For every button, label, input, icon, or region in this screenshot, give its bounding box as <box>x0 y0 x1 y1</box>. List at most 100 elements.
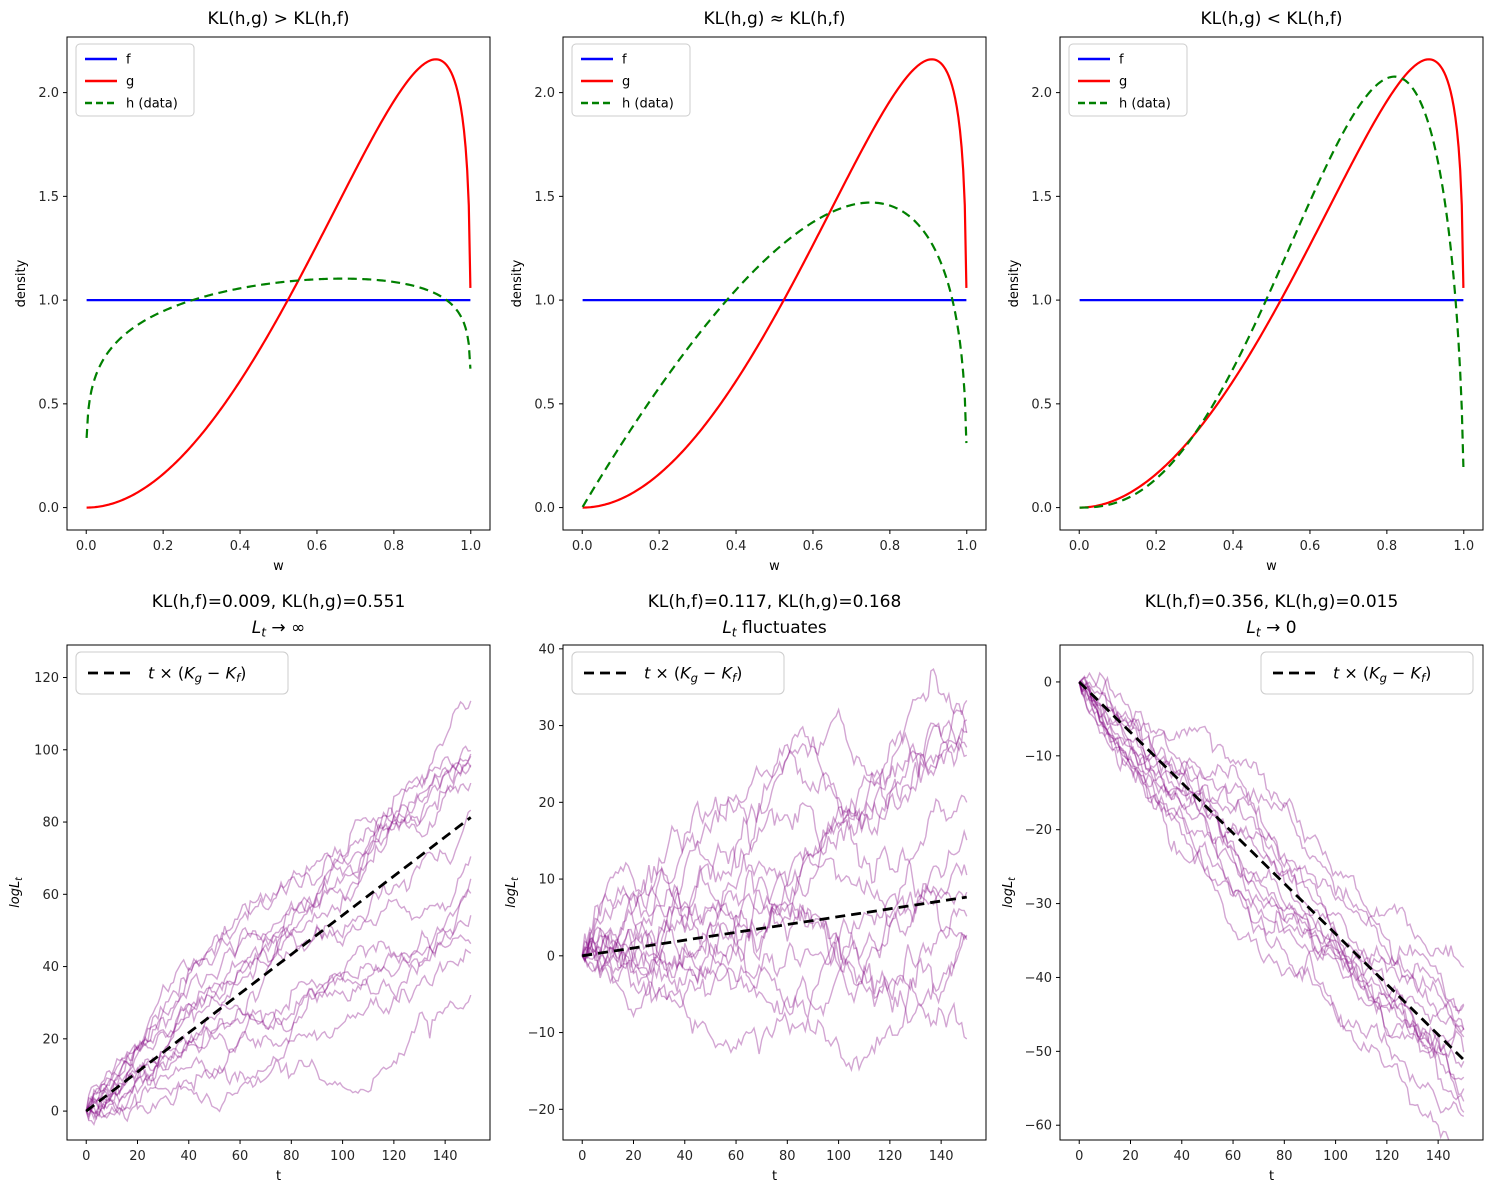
trajectory-line <box>85 948 472 1122</box>
trajectory-line <box>85 888 472 1112</box>
y-tick-label: 2.0 <box>38 86 59 101</box>
trajectory-line <box>85 934 472 1112</box>
legend: fg h (data) <box>571 43 691 117</box>
trajectory-line <box>1078 681 1465 1118</box>
plot-r0c0: 0.0 0.2 0.4 0.6 0.8 1.0 0.0 0.5 1.0 1.5 2.0 KL(h,g)… <box>14 9 491 574</box>
x-tick-label: 100 <box>826 1149 851 1164</box>
plot-title: KL(h,g) ≈ KL(h,f) <box>704 9 846 29</box>
y-tick-label: 0 <box>51 1105 59 1120</box>
x-axis-label: t <box>1269 1169 1274 1184</box>
plot-r0c2: 0.0 0.2 0.4 0.6 0.8 1.0 0.0 0.5 1.0 1.5 2.0 KL(h,g)… <box>1007 9 1484 574</box>
plot-r0c1: 0.0 0.2 0.4 0.6 0.8 1.0 0.0 0.5 1.0 1.5 2.0 KL(h,g)… <box>510 9 987 574</box>
x-tick-label: 80 <box>779 1149 796 1164</box>
trajectory-line <box>1078 681 1465 1015</box>
x-tick-label: 1.0 <box>460 539 481 554</box>
y-tick-label: 1.0 <box>1031 294 1052 309</box>
trajectory-line <box>1078 671 1465 1031</box>
trajectory-line <box>85 994 472 1123</box>
series-g-line <box>1079 58 1465 509</box>
y-tick-label: 1.5 <box>1031 190 1052 205</box>
legend-label: g <box>1119 75 1127 90</box>
axes-frame <box>562 644 987 1141</box>
y-tick-label: 0 <box>1044 675 1052 690</box>
x-tick-label: 20 <box>625 1149 642 1164</box>
x-tick-label: 0.0 <box>572 539 593 554</box>
trajectory-line <box>1078 671 1465 968</box>
y-tick-label: 40 <box>538 642 555 657</box>
series-g-line <box>582 58 968 509</box>
x-tick-label: 140 <box>433 1149 458 1164</box>
x-tick-label: 100 <box>1323 1149 1348 1164</box>
trajectory-line <box>581 861 968 1007</box>
plot-title-kl-values: KL(h,f)=0.356, KL(h,g)=0.015 <box>1145 592 1399 612</box>
y-axis-label: density <box>510 259 525 307</box>
trajectory-line <box>85 915 472 1116</box>
plot-title: KL(h,g) > KL(h,f) <box>208 9 350 29</box>
y-tick-label: 20 <box>538 796 555 811</box>
legend-label: h (data) <box>126 97 178 112</box>
series-hdata-line <box>1079 75 1465 509</box>
plot-title-kl-values: KL(h,f)=0.009, KL(h,g)=0.551 <box>152 592 406 612</box>
y-tick-label: 0.0 <box>534 501 555 516</box>
trajectory-line <box>1079 680 1465 1113</box>
legend-label: f <box>622 53 627 68</box>
legend: fg h (data) <box>1068 43 1188 117</box>
x-tick-label: 0.4 <box>1223 539 1244 554</box>
x-tick-label: 0.8 <box>1377 539 1398 554</box>
legend-label: h (data) <box>1119 97 1171 112</box>
x-tick-label: 40 <box>676 1149 693 1164</box>
y-axis-label: density <box>1007 259 1022 307</box>
x-axis-label: w <box>1266 559 1277 574</box>
legend: t × (Kg − Kf) <box>1260 651 1474 695</box>
x-tick-label: 100 <box>330 1149 355 1164</box>
plot-title: KL(h,g) < KL(h,f) <box>1201 9 1343 29</box>
axes-frame <box>1059 644 1484 1141</box>
x-tick-label: 40 <box>180 1149 197 1164</box>
x-tick-label: 0.2 <box>153 539 174 554</box>
y-tick-label: 40 <box>42 960 59 975</box>
trajectory-line <box>581 828 968 977</box>
trajectory-line <box>85 856 472 1118</box>
expected-slope-line <box>1078 680 1465 1061</box>
y-tick-label: 1.5 <box>534 190 555 205</box>
plot-title-limit: Lt → 0 <box>1246 618 1296 640</box>
x-tick-label: 140 <box>1426 1149 1451 1164</box>
x-tick-label: 0.2 <box>649 539 670 554</box>
trajectory-line <box>581 668 968 964</box>
x-tick-label: 80 <box>1276 1149 1293 1164</box>
y-tick-label: 2.0 <box>1031 86 1052 101</box>
y-tick-label: 0.5 <box>534 397 555 412</box>
series-hdata-line <box>581 201 968 508</box>
x-tick-label: 0.8 <box>384 539 405 554</box>
trajectory-line <box>1078 681 1450 1140</box>
trajectory-line <box>582 794 968 992</box>
x-tick-label: 40 <box>1173 1149 1190 1164</box>
x-axis-label: t <box>772 1169 777 1184</box>
x-tick-label: 120 <box>1374 1149 1399 1164</box>
legend: fg h (data) <box>75 43 195 117</box>
trajectory-line <box>581 700 968 965</box>
x-tick-label: 0 <box>1075 1149 1083 1164</box>
x-tick-label: 0.4 <box>726 539 747 554</box>
y-tick-label: −20 <box>528 1103 555 1118</box>
x-tick-label: 0.8 <box>880 539 901 554</box>
plot-title-limit: Lt fluctuates <box>722 618 827 640</box>
legend-label: f <box>126 53 131 68</box>
x-tick-label: 0.6 <box>1300 539 1321 554</box>
trajectory-line <box>581 740 968 957</box>
x-tick-label: 0.4 <box>230 539 251 554</box>
x-tick-label: 60 <box>232 1149 249 1164</box>
y-tick-label: 1.5 <box>38 190 59 205</box>
trajectory-line <box>85 782 472 1112</box>
y-tick-label: −20 <box>1025 823 1052 838</box>
x-axis-label: w <box>273 559 284 574</box>
trajectory-line <box>85 756 472 1119</box>
legend-label-expected: t × (Kg − Kf) <box>644 664 742 686</box>
trajectory-line <box>581 862 968 989</box>
x-axis-label: w <box>769 559 780 574</box>
x-tick-label: 0.2 <box>1146 539 1167 554</box>
axes-frame <box>562 36 987 531</box>
y-tick-label: 1.0 <box>534 294 555 309</box>
y-axis-label: density <box>14 259 29 307</box>
y-tick-label: −30 <box>1025 897 1052 912</box>
